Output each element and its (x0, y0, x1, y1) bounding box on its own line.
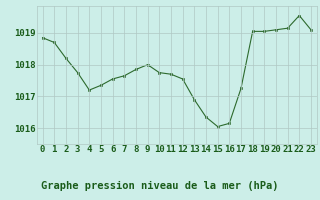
Text: Graphe pression niveau de la mer (hPa): Graphe pression niveau de la mer (hPa) (41, 181, 279, 191)
